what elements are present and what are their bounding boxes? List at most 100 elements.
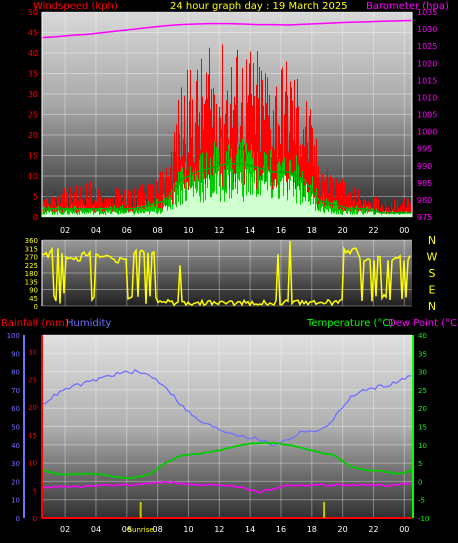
x-tick-label: 00 <box>399 226 409 235</box>
temperature-tick-label: 5 <box>418 460 422 468</box>
direction-tick-label: 225 <box>25 262 38 270</box>
compass-label: N <box>428 234 436 247</box>
x-tick-label: 12 <box>214 525 224 534</box>
x-tick-label: 14 <box>245 525 255 534</box>
temperature-tick-label: 20 <box>418 405 427 413</box>
wind-panel-axes: 0510152025303540455097598098599099510001… <box>28 8 438 235</box>
temperature-tick-label: -5 <box>418 497 425 505</box>
x-tick-label: 00 <box>399 525 409 534</box>
barometer-line <box>41 19 413 39</box>
humidity-tick-label: 70 <box>11 387 20 395</box>
windspeed-tick-label: 40 <box>28 49 38 58</box>
temperature-axis-title: Temperature (°C) <box>306 318 393 329</box>
barometer-tick-label: 1025 <box>417 42 437 51</box>
sunrise-label: Sunrise <box>128 526 154 534</box>
barometer-tick-label: 995 <box>417 145 432 154</box>
rainfall-axis-title: Rainfall (mm) <box>1 318 69 329</box>
temperature-line <box>41 441 412 480</box>
humidity-axis-title: Humidity <box>66 318 111 329</box>
barometer-tick-label: 985 <box>417 179 432 188</box>
temperature-tick-label: 0 <box>418 478 422 486</box>
temperature-tick-label: 30 <box>418 369 427 377</box>
windspeed-tick-label: 45 <box>28 29 38 38</box>
barometer-tick-label: 980 <box>417 196 432 205</box>
barometer-tick-label: 1015 <box>417 76 437 85</box>
direction-tick-label: 315 <box>25 245 38 253</box>
direction-tick-label: 270 <box>25 254 38 262</box>
barometer-tick-label: 975 <box>417 213 432 222</box>
direction-tick-label: 135 <box>25 278 38 286</box>
barometer-tick-label: 1005 <box>417 111 437 120</box>
rainfall-tick-label: 15 <box>28 432 37 440</box>
temp-panel-series <box>41 369 412 519</box>
humidity-tick-label: 50 <box>11 424 20 432</box>
windspeed-tick-label: 5 <box>33 193 38 202</box>
temperature-tick-label: 15 <box>418 424 427 432</box>
x-tick-label: 08 <box>153 226 163 235</box>
direction-panel-series <box>41 241 411 307</box>
x-tick-label: 12 <box>214 226 224 235</box>
humidity-tick-label: 30 <box>11 460 20 468</box>
x-tick-label: 08 <box>153 525 163 534</box>
wind-average-line <box>42 162 412 214</box>
wind-direction-line <box>41 241 411 307</box>
x-tick-label: 02 <box>60 525 70 534</box>
temp-panel-background <box>42 335 412 518</box>
temperature-tick-label: 25 <box>418 387 427 395</box>
rainfall-tick-label: 10 <box>28 460 37 468</box>
x-tick-label: 14 <box>245 226 255 235</box>
humidity-tick-label: 60 <box>11 405 20 413</box>
temperature-tick-label: 35 <box>418 350 427 358</box>
humidity-tick-label: 0 <box>16 515 20 523</box>
x-tick-label: 16 <box>276 226 286 235</box>
windspeed-tick-label: 25 <box>28 111 38 120</box>
compass-label: E <box>429 284 436 297</box>
windspeed-tick-label: 50 <box>28 8 38 17</box>
humidity-tick-label: 10 <box>11 497 20 505</box>
humidity-tick-label: 90 <box>11 350 20 358</box>
x-tick-label: 18 <box>307 525 317 534</box>
temperature-tick-label: -10 <box>418 515 429 523</box>
humidity-tick-label: 100 <box>7 332 20 340</box>
page-title: 24 hour graph day : 19 March 2025 <box>170 1 348 12</box>
x-tick-label: 06 <box>122 525 132 534</box>
compass-label: S <box>429 267 436 280</box>
windspeed-tick-label: 15 <box>28 152 38 161</box>
rainfall-tick-label: 25 <box>28 376 37 384</box>
barometer-tick-label: 1020 <box>417 59 437 68</box>
humidity-tick-label: 40 <box>11 442 20 450</box>
dewpoint-axis-title: Dew Point (°C) <box>388 318 458 329</box>
x-tick-label: 18 <box>307 226 317 235</box>
windspeed-tick-label: 20 <box>28 131 38 140</box>
x-tick-label: 20 <box>338 525 348 534</box>
rainfall-tick-label: 5 <box>33 487 37 495</box>
direction-tick-label: 360 <box>25 237 38 245</box>
x-tick-label: 04 <box>91 525 101 534</box>
windspeed-tick-label: 30 <box>28 90 38 99</box>
x-tick-label: 02 <box>60 226 70 235</box>
barometer-tick-label: 990 <box>417 162 432 171</box>
rainfall-tick-label: 30 <box>28 349 37 357</box>
barometer-tick-label: 1030 <box>417 25 437 34</box>
direction-tick-label: 180 <box>25 270 38 278</box>
temperature-tick-label: 10 <box>418 442 427 450</box>
temp-panel-axes: 0102030405060708090100051015202530-10-50… <box>7 332 430 534</box>
x-tick-label: 04 <box>91 226 101 235</box>
direction-tick-label: 0 <box>34 303 38 311</box>
temperature-tick-label: 40 <box>418 332 427 340</box>
humidity-tick-label: 80 <box>11 369 20 377</box>
humidity-tick-label: 20 <box>11 478 20 486</box>
direction-tick-label: 45 <box>29 295 38 303</box>
barometer-axis-title: Barometer (hpa) <box>366 1 449 12</box>
humidity-line <box>41 369 412 447</box>
x-tick-label: 06 <box>122 226 132 235</box>
rainfall-tick-label: 20 <box>28 404 37 412</box>
dewpoint-line <box>41 480 412 494</box>
barometer-tick-label: 1000 <box>417 128 437 137</box>
rainfall-tick-label: 0 <box>33 515 37 523</box>
x-tick-label: 16 <box>276 525 286 534</box>
x-tick-label: 10 <box>183 525 193 534</box>
